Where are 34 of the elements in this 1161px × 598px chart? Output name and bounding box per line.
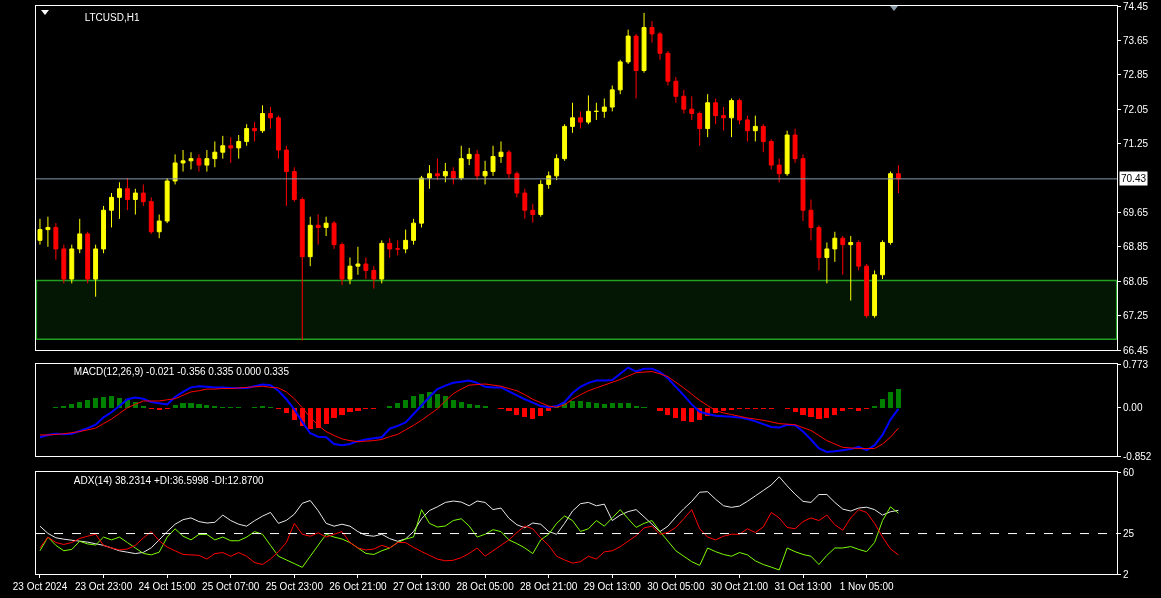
y-tick-label: 68.05	[1123, 275, 1149, 287]
y-tick-label: 2	[1123, 568, 1129, 580]
x-tick-label: 29 Oct 13:00	[583, 581, 642, 592]
y-tick-label: 0.773	[1123, 358, 1149, 370]
y-tick-label: 72.05	[1123, 103, 1149, 115]
y-tick-label: 0.00	[1123, 402, 1143, 414]
x-tick-label: 30 Oct 21:00	[710, 581, 769, 592]
chart-title: ADX(14) 38.2314 +DI:36.5998 -DI:12.8700	[73, 474, 265, 486]
y-tick-label: 67.25	[1123, 310, 1149, 322]
y-tick-label: 60	[1123, 466, 1135, 478]
x-tick-label: 31 Oct 13:00	[774, 581, 833, 592]
x-tick-label: 24 Oct 15:00	[138, 581, 197, 592]
x-tick-label: 1 Nov 05:00	[839, 581, 895, 592]
x-tick-label: 30 Oct 05:00	[647, 581, 705, 592]
y-tick-label: 74.45	[1123, 0, 1149, 12]
x-tick-label: 28 Oct 21:00	[520, 581, 578, 592]
x-tick-label: 25 Oct 23:00	[265, 581, 324, 592]
ref-line-label: 70.43	[1121, 173, 1147, 184]
x-tick-label: 28 Oct 05:00	[456, 581, 515, 592]
y-tick-label: 25	[1123, 528, 1135, 540]
chart-title: MACD(12,26,9) -0.021 -0.356 0.335 0.000 0.335	[73, 366, 290, 378]
x-tick-label: 26 Oct 21:00	[329, 581, 387, 592]
x-tick-label: 23 Oct 2024	[12, 581, 68, 592]
x-tick-label: 27 Oct 13:00	[392, 581, 451, 592]
y-tick-label: 69.65	[1123, 206, 1149, 218]
y-tick-label: 71.25	[1123, 138, 1149, 150]
text: LTCUSD,H1	[84, 12, 140, 24]
y-tick-label: 72.85	[1123, 69, 1149, 81]
y-tick-label: 68.85	[1123, 241, 1149, 253]
x-tick-label: 23 Oct 23:00	[74, 581, 133, 592]
y-tick-label: 73.65	[1123, 34, 1149, 46]
y-tick-label: -0.852	[1123, 450, 1152, 462]
y-tick-label: 66.45	[1123, 344, 1149, 356]
x-tick-label: 25 Oct 07:00	[202, 581, 260, 592]
